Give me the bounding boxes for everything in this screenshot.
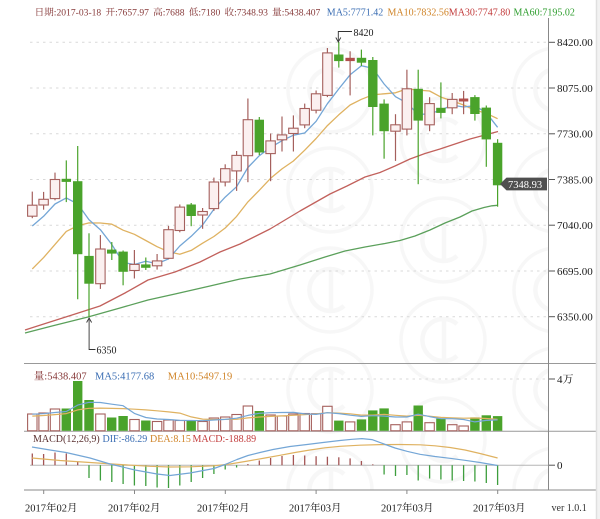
svg-text::7657.97: :7657.97 [115, 7, 149, 18]
svg-text:MACD:-188.89: MACD:-188.89 [193, 434, 257, 445]
svg-text:2017: 2017 [25, 503, 46, 514]
svg-text:MA30:7747.80: MA30:7747.80 [449, 7, 510, 18]
svg-text:02: 02 [140, 503, 151, 514]
svg-text::2017-03-18: :2017-03-18 [54, 7, 102, 18]
svg-text:7730.00: 7730.00 [557, 129, 593, 141]
svg-text::7348.93: :7348.93 [234, 7, 268, 18]
svg-text:MA10:5497.19: MA10:5497.19 [168, 372, 232, 383]
svg-text:2017: 2017 [381, 503, 402, 514]
svg-text:2017: 2017 [473, 503, 494, 514]
svg-text:MA10:7832.56: MA10:7832.56 [388, 7, 449, 18]
svg-text::7180: :7180 [198, 7, 220, 18]
svg-text::7688: :7688 [163, 7, 185, 18]
svg-text::5438.407: :5438.407 [44, 372, 86, 383]
svg-text:02: 02 [229, 503, 240, 514]
svg-text:MACD(12,26,9): MACD(12,26,9) [33, 434, 100, 445]
svg-text:DIF:-86.29: DIF:-86.29 [103, 434, 148, 445]
svg-text:03: 03 [321, 503, 332, 514]
svg-text:6350: 6350 [97, 346, 117, 357]
svg-text:7348.93: 7348.93 [508, 180, 542, 191]
svg-text:MA60:7195.02: MA60:7195.02 [514, 7, 575, 18]
svg-text:7385.00: 7385.00 [557, 174, 593, 186]
svg-text:2017: 2017 [197, 503, 218, 514]
svg-text:DEA:8.15: DEA:8.15 [150, 434, 191, 445]
svg-text:03: 03 [413, 503, 424, 514]
svg-text:03: 03 [505, 503, 516, 514]
svg-text:6695.00: 6695.00 [557, 266, 593, 278]
svg-text:ver 1.0.1: ver 1.0.1 [552, 503, 587, 514]
svg-text:MA5:7771.42: MA5:7771.42 [327, 7, 383, 18]
svg-text:MA5:4177.68: MA5:4177.68 [95, 372, 154, 383]
svg-text::5438.407: :5438.407 [282, 7, 321, 18]
svg-text:8075.00: 8075.00 [557, 83, 593, 95]
svg-text:2017: 2017 [108, 503, 129, 514]
svg-text:2017: 2017 [289, 503, 310, 514]
svg-text:0: 0 [557, 460, 563, 472]
svg-text:02: 02 [57, 503, 68, 514]
svg-text:7040.00: 7040.00 [557, 220, 593, 232]
svg-text:8420.00: 8420.00 [557, 37, 593, 49]
svg-text:4: 4 [557, 374, 563, 386]
svg-text:8420: 8420 [354, 28, 374, 39]
svg-text:6350.00: 6350.00 [557, 312, 593, 324]
